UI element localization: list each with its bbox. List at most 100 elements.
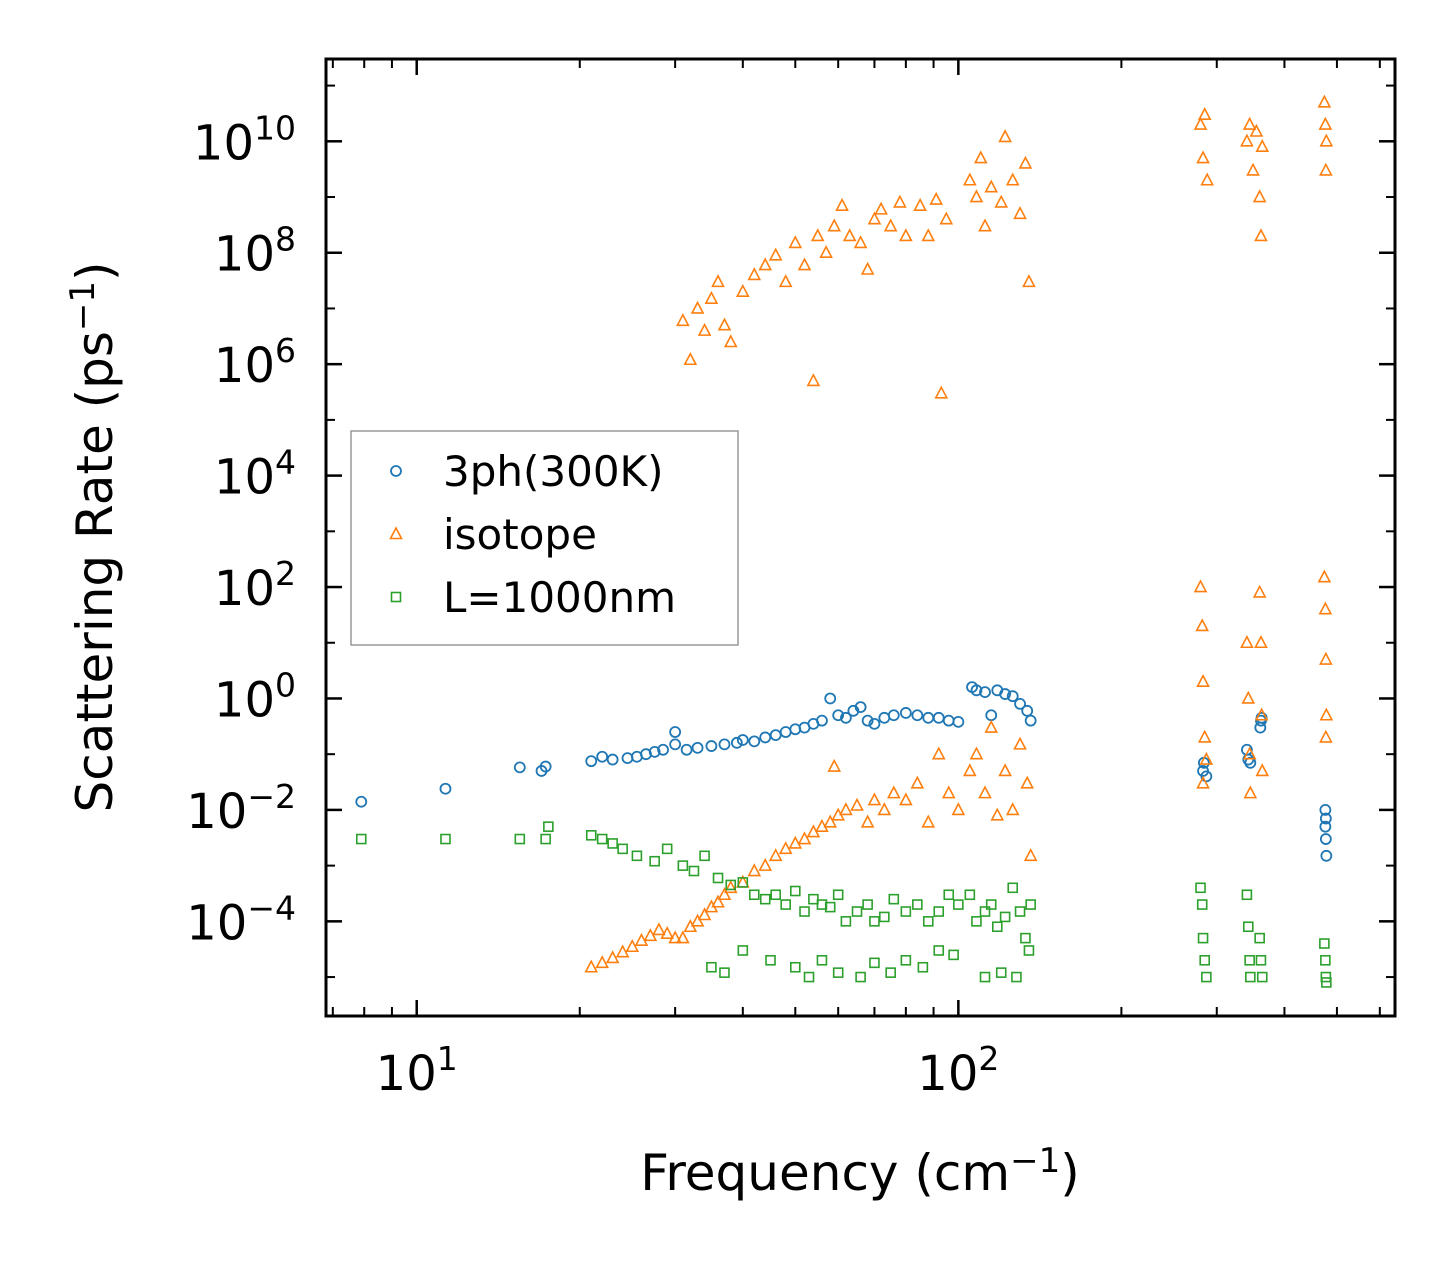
data-point [850,797,864,811]
data-point [788,235,803,249]
data-point [543,821,554,832]
data-point [607,838,618,849]
data-point [964,889,976,901]
data-point [1020,775,1035,789]
data-point [1195,618,1210,632]
data-point [1013,206,1027,220]
data-point [999,688,1012,700]
data-point [718,738,731,751]
data-point [799,906,810,917]
data-point [648,745,661,758]
data-point [1320,971,1332,983]
data-point [699,850,710,862]
data-point [969,746,984,760]
data-point [951,802,966,816]
data-point [1319,938,1330,949]
data-point [584,959,599,973]
data-point [723,880,738,894]
y-axis-title: Scattering Rate (ps−1) [63,261,124,812]
data-point [680,743,693,756]
data-point [861,714,874,727]
data-point [691,741,704,754]
data-point [1196,150,1210,164]
x-tick-base: 10 [917,1046,978,1102]
data-point [1319,651,1333,665]
data-point [899,707,912,719]
x-axis-title-main: Frequency (cm [640,1144,1010,1202]
data-point [1320,954,1331,966]
data-point [1244,954,1255,966]
data-point [514,833,526,845]
data-point [887,709,900,722]
data-point [1255,954,1267,966]
data-point [869,916,880,927]
data-point [810,228,825,242]
data-point [953,899,964,910]
data-point [676,313,690,327]
data-point [660,925,674,939]
data-point [995,967,1007,978]
x-tick-exp: 1 [437,1039,458,1078]
y-tick-base: 10 [214,561,275,617]
data-point [978,218,992,232]
data-point [697,322,712,336]
data-point [1254,635,1268,649]
data-point [803,971,815,983]
data-point [1242,116,1257,130]
data-point [1318,116,1333,130]
data-point [790,885,801,897]
data-point [1254,932,1265,944]
data-point [824,692,837,705]
y-tick-exp: 8 [275,220,296,259]
y-tick-base: 10 [186,784,247,840]
series-square [355,821,1332,988]
data-point [819,245,833,259]
data-point [735,283,750,297]
data-point [885,967,896,978]
data-point [1242,921,1254,933]
data-point [661,843,673,855]
data-point [690,913,705,927]
y-tick-exp: 10 [254,108,296,147]
legend-marker [390,465,402,477]
data-point [1242,746,1257,760]
data-point [688,865,700,877]
data-point [717,887,732,901]
data-point [723,334,738,348]
data-point [1317,569,1332,583]
y-tick-base: 10 [193,115,254,171]
data-point [1319,820,1332,833]
data-point [860,261,875,275]
data-point [1024,714,1037,727]
data-point [998,129,1012,143]
data-point [1254,228,1268,242]
data-point [631,850,643,862]
data-point [1025,899,1036,910]
y-tick-exp: −2 [247,777,296,816]
series-circle [355,681,1333,862]
data-point [1245,971,1256,983]
data-point [668,930,682,944]
y-tick-label: 10−2 [186,777,296,840]
data-point [963,763,977,777]
data-point [1197,729,1212,743]
data-point [1195,882,1206,894]
data-point [697,907,712,921]
data-point [1197,932,1209,944]
x-axis-title-sup: −1 [1010,1141,1060,1181]
y-tick-base: 10 [214,672,275,728]
data-point [790,961,801,973]
data-point [719,967,730,978]
data-point [1319,162,1333,176]
data-point [596,750,609,763]
data-point [585,830,597,841]
data-point [736,734,749,746]
y-tick-label: 104 [214,443,296,506]
y-tick-label: 10−4 [186,888,296,951]
data-point [943,889,955,901]
data-point [649,855,660,867]
data-point [867,792,882,806]
data-point [535,765,548,777]
